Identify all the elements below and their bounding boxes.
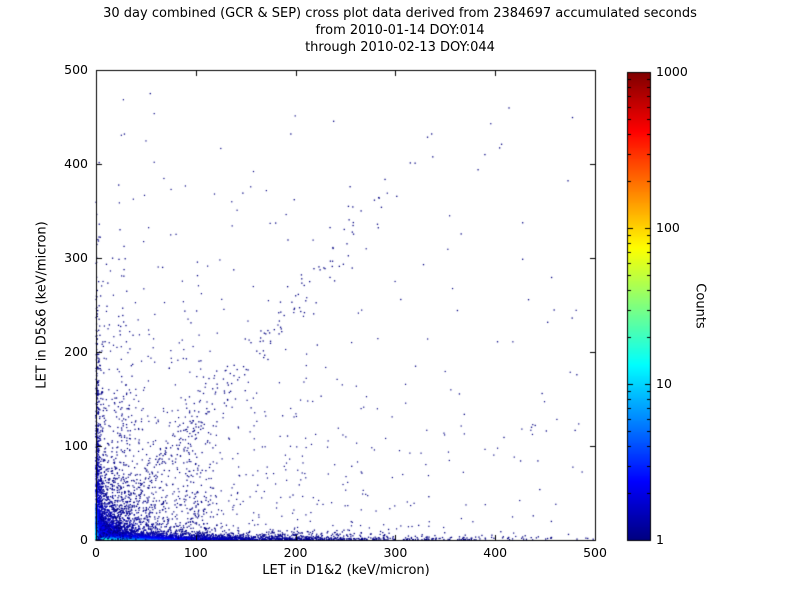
x-tick-label: 300 [383, 545, 408, 560]
y-tick-label: 0 [80, 532, 88, 547]
y-tick-label: 300 [64, 250, 88, 265]
y-tick-label: 500 [64, 62, 88, 77]
x-tick-label: 500 [583, 545, 607, 560]
chart-title-line3: through 2010-02-13 DOY:044 [305, 40, 495, 55]
colorbar-label: Counts [692, 283, 708, 329]
x-tick-label: 0 [92, 545, 100, 560]
x-axis-label: LET in D1&2 (keV/micron) [262, 563, 430, 578]
x-tick-label: 400 [483, 545, 508, 560]
y-tick-label: 100 [64, 438, 88, 453]
x-tick-label: 100 [183, 545, 208, 560]
chart-title-line1: 30 day combined (GCR & SEP) cross plot d… [103, 6, 697, 21]
y-tick-label: 400 [64, 156, 88, 171]
colorbar-tick-label: 10 [656, 376, 672, 391]
colorbar-tick-label: 1000 [656, 64, 688, 79]
y-axis-label: LET in D5&6 (keV/micron) [34, 221, 50, 389]
chart-title-line2: from 2010-01-14 DOY:014 [315, 23, 485, 38]
colorbar-tick-label: 1 [656, 532, 664, 547]
colorbar-tick-label: 100 [656, 220, 680, 235]
x-tick-label: 200 [283, 545, 308, 560]
y-tick-label: 200 [64, 344, 88, 359]
